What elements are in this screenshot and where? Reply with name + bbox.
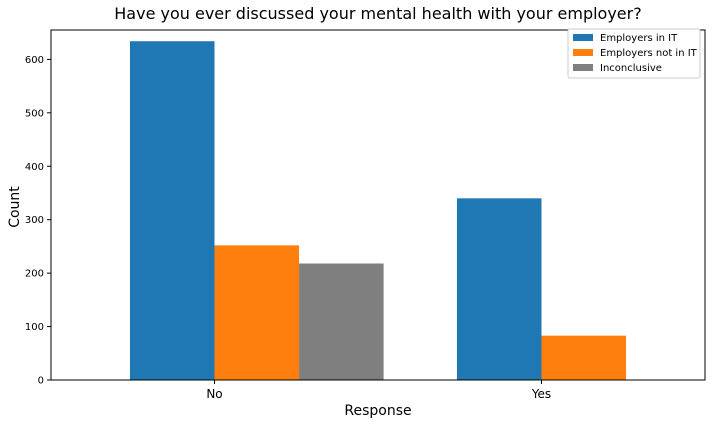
y-tick-label: 300 bbox=[25, 215, 44, 226]
axes-group: 0 100 200 300 400 500 600 No Yes bbox=[25, 29, 706, 401]
legend-swatch-employers-in-it bbox=[573, 34, 593, 41]
bar-employers-in-it-no bbox=[129, 41, 215, 380]
bar-employers-not-in-it-no bbox=[214, 245, 300, 380]
bar-inconclusive-no bbox=[299, 263, 384, 380]
legend-label-employers-not-in-it: Employers not in IT bbox=[600, 48, 698, 59]
legend-box bbox=[567, 28, 701, 79]
x-tick-label-yes: Yes bbox=[531, 387, 551, 401]
bar-employers-not-in-it-yes bbox=[541, 335, 627, 380]
bars-group bbox=[129, 41, 627, 380]
y-tick-label: 100 bbox=[25, 322, 44, 333]
y-tick-label: 0 bbox=[38, 376, 44, 387]
legend-label-employers-in-it: Employers in IT bbox=[600, 33, 678, 44]
chart-title: Have you ever discussed your mental heal… bbox=[114, 4, 641, 23]
y-tick-label: 200 bbox=[25, 269, 44, 280]
legend-label-inconclusive: Inconclusive bbox=[600, 63, 662, 74]
x-tick-label-no: No bbox=[206, 387, 222, 401]
bar-employers-in-it-yes bbox=[456, 198, 542, 380]
plot-frame bbox=[50, 29, 706, 381]
y-axis-title: Count bbox=[7, 186, 23, 228]
x-axis-title: Response bbox=[344, 403, 411, 419]
legend: Employers in IT Employers not in IT Inconc… bbox=[567, 28, 701, 79]
legend-swatch-employers-not-in-it bbox=[573, 49, 593, 56]
legend-swatch-inconclusive bbox=[573, 64, 593, 71]
y-tick-label: 600 bbox=[25, 55, 44, 66]
y-tick-label: 400 bbox=[25, 162, 44, 173]
y-tick-label: 500 bbox=[25, 108, 44, 119]
